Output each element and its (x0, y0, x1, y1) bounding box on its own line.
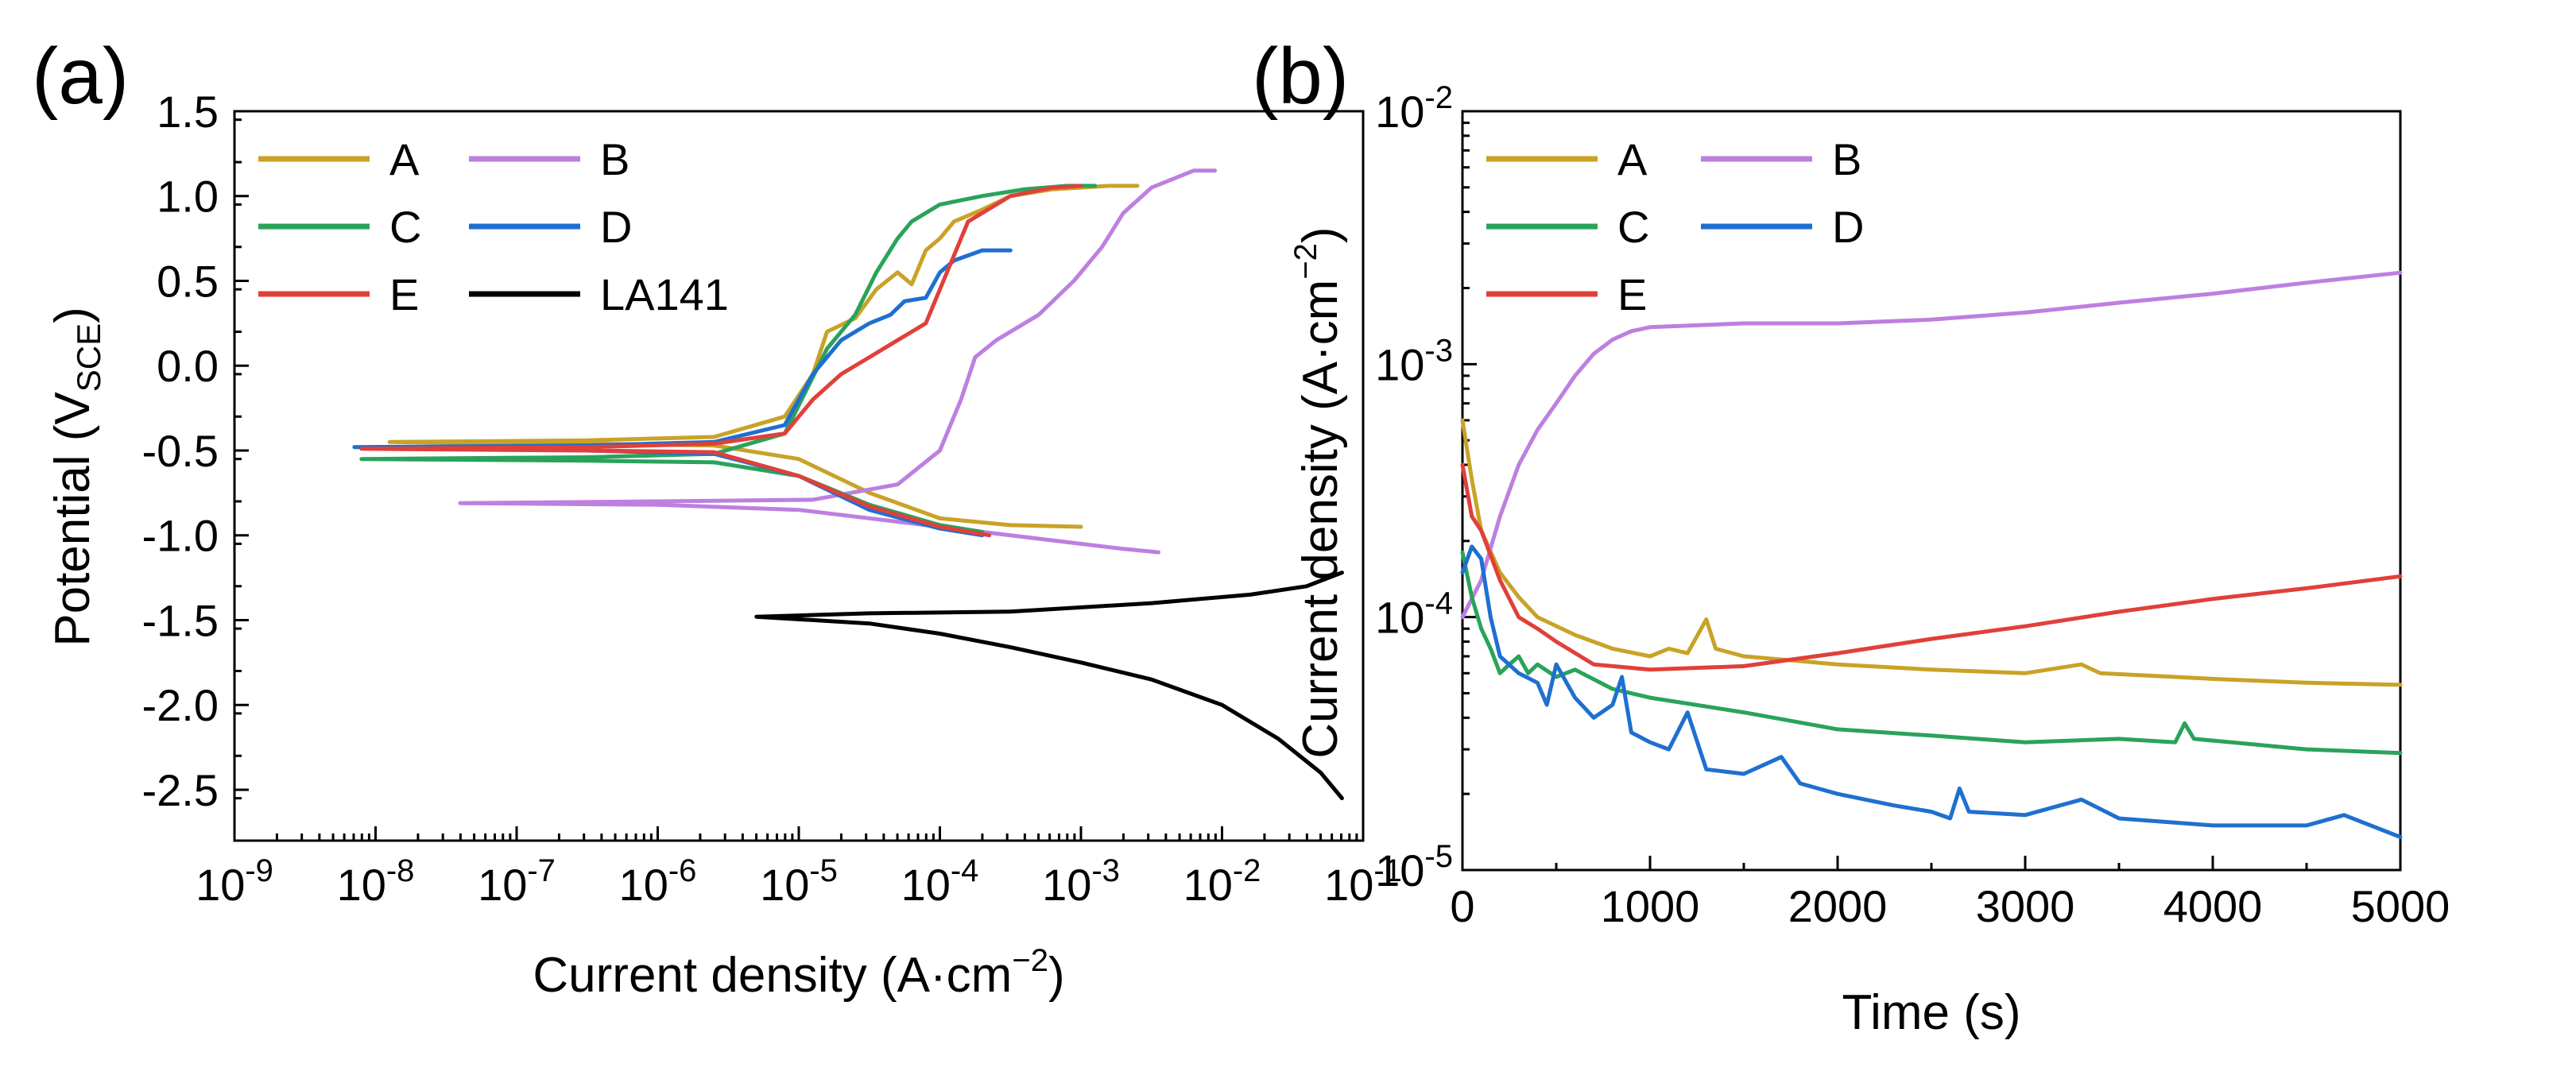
panel-a-x-tick-label: 10-8 (337, 853, 415, 910)
panel-b-series-b (1460, 270, 2403, 620)
panel-b-legend-label-c: C (1617, 202, 1649, 252)
panel-b-series-e (1460, 462, 2403, 672)
panel-b-legend-label-e: E (1617, 269, 1647, 319)
panel-a-series-la141 (754, 570, 1344, 801)
panel-a-y-tick-label: -2.0 (142, 680, 219, 730)
panel-a-curves (352, 168, 1344, 801)
panel-b-y-axis-title: Current density (A·cm−2) (1288, 226, 1348, 758)
panel-a: (a) 10-9 10-8 10-7 10-6 10-5 10-4 10-3 10-2 10-1… (32, 32, 1402, 1003)
panel-a-y-tick-label: -1.0 (142, 511, 219, 561)
panel-a-x-tick-label: 10-1 (1324, 853, 1402, 910)
panel-b-y-tick-label: 10-4 (1375, 586, 1453, 643)
panel-a-x-tick-label: 10-7 (478, 853, 556, 910)
panel-b-curves (1460, 270, 2403, 839)
panel-b-y-tick-label: 10-5 (1375, 839, 1453, 895)
panel-b-series-c (1460, 550, 2403, 756)
panel-b-x-tick-label: 0 (1450, 881, 1474, 931)
panel-a-x-axis-title: Current density (A·cm−2) (533, 943, 1064, 1003)
panel-a-y-tick-label: -0.5 (142, 426, 219, 476)
panel-a-x-tick-label: 10-5 (760, 853, 838, 910)
panel-a-legend-label-a: A (389, 134, 420, 184)
panel-b-legend-label-b: B (1832, 134, 1861, 184)
panel-b-ticks: 0 1000 2000 3000 4000 5000 10-2 10-3 10-4 10-5 (1375, 80, 2450, 931)
panel-b-y-tick-label: 10-3 (1375, 333, 1453, 389)
panel-a-x-tick-label: 10-2 (1183, 853, 1261, 910)
panel-a-ticks: 10-9 10-8 10-7 10-6 10-5 10-4 10-3 10-2 10-1 1.5 1… (142, 87, 1402, 910)
panel-a-legend-label-la141: LA141 (600, 269, 729, 319)
panel-a-y-tick-label: -1.5 (142, 595, 219, 645)
panel-b-series-a (1460, 418, 2403, 687)
panel-a-y-axis-title: Potential (VSCE) (45, 307, 107, 647)
panel-b-x-tick-label: 5000 (2351, 881, 2450, 931)
panel-b-series-d (1460, 544, 2403, 839)
panel-a-y-tick-label: 1.0 (157, 172, 219, 222)
panel-a-legend: A B C D E LA141 (258, 134, 729, 319)
panel-b-x-tick-label: 2000 (1788, 881, 1888, 931)
panel-a-y-tick-label: 1.5 (157, 87, 219, 137)
panel-a-series-e (359, 184, 1083, 538)
panel-b-legend: A B C D E (1486, 134, 1864, 319)
panel-a-x-tick-label: 10-3 (1042, 853, 1120, 910)
panel-a-legend-label-d: D (600, 202, 632, 252)
panel-a-legend-label-b: B (600, 134, 629, 184)
panel-b-x-tick-label: 1000 (1601, 881, 1700, 931)
panel-a-x-tick-label: 10-4 (901, 853, 979, 910)
panel-b-legend-label-a: A (1617, 134, 1648, 184)
panel-a-label: (a) (32, 32, 129, 121)
panel-b-x-tick-label: 3000 (1976, 881, 2075, 931)
panel-b-y-tick-label: 10-2 (1375, 80, 1453, 137)
panel-a-legend-label-c: C (389, 202, 421, 252)
panel-a-series-b (458, 168, 1218, 555)
panel-b-label: (b) (1252, 32, 1349, 121)
panel-b-x-tick-label: 4000 (2163, 881, 2263, 931)
panel-b-frame (1461, 110, 2402, 872)
panel-a-y-tick-label: 0.0 (157, 341, 219, 391)
panel-a-y-tick-label: -2.5 (142, 765, 219, 815)
panel-a-x-tick-label: 10-6 (619, 853, 697, 910)
panel-b-legend-label-d: D (1832, 202, 1864, 252)
panel-a-series-c (359, 184, 1098, 534)
panel-a-x-tick-label: 10-9 (196, 853, 273, 910)
panel-a-series-a (387, 184, 1140, 529)
panel-b-x-axis-title: Time (s) (1842, 985, 2021, 1040)
panel-a-y-tick-label: 0.5 (157, 256, 219, 306)
panel-b: (b) 0 1000 2000 3000 4000 5000 10-2 10-3 10-4 10-… (1252, 32, 2450, 1040)
panel-a-legend-label-e: E (389, 269, 419, 319)
